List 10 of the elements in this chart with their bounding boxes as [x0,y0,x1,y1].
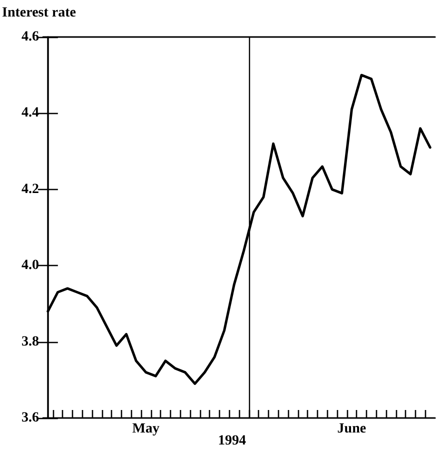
y-tick-label: 4.2 [22,182,39,197]
y-tick-label: 3.8 [22,334,39,350]
y-tick-label: 4.6 [22,30,39,44]
y-tick-label: 4.0 [22,258,39,274]
y-tick-label: 3.6 [22,410,39,426]
y-tick-label: 4.4 [22,106,39,121]
x-tick-label: June [337,422,366,436]
x-tick-label: May [132,422,160,436]
y-axis-title: Interest rate [2,6,76,20]
x-axis-title: 1994 [218,434,246,448]
